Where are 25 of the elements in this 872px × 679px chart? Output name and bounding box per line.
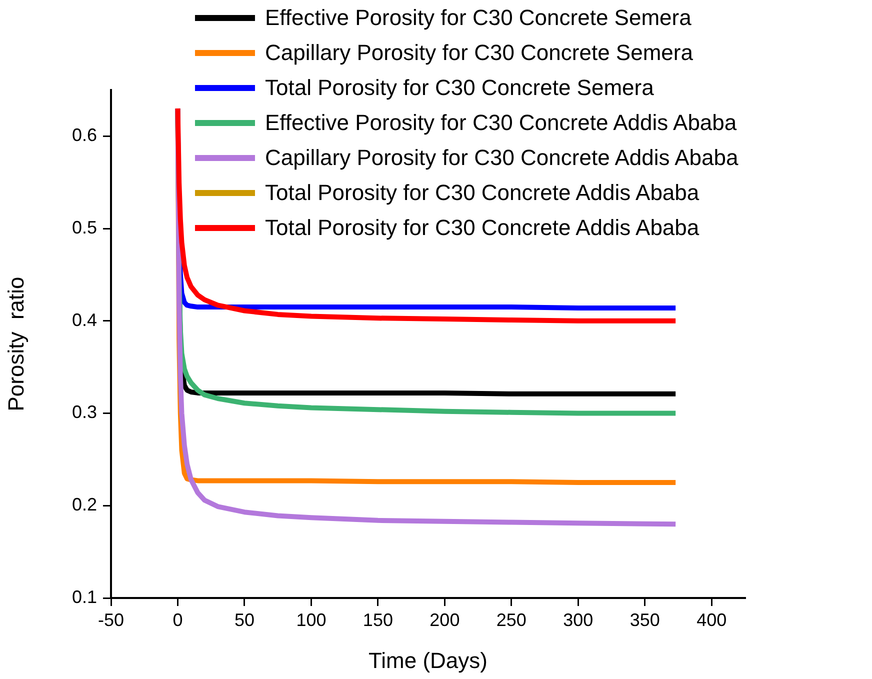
legend-label: Total Porosity for C30 Concrete Semera [265, 74, 654, 102]
y-tick-label: 0.5 [72, 218, 97, 238]
legend-label: Effective Porosity for C30 Concrete Addis Ababa [265, 109, 737, 137]
y-tick-label: 0.1 [72, 586, 97, 607]
x-tick-label: 50 [234, 610, 254, 630]
y-tick-label: 0.4 [72, 310, 97, 330]
x-axis-title: Time (Days) [368, 648, 488, 673]
x-tick-label: 400 [696, 610, 727, 630]
x-tick-label: 350 [630, 610, 660, 630]
y-tick-label: 0.3 [72, 402, 97, 422]
x-tick-label: -50 [98, 610, 124, 630]
legend-label: Capillary Porosity for C30 Concrete Semera [265, 39, 693, 67]
legend-label: Total Porosity for C30 Concrete Addis Ababa [265, 214, 700, 242]
y-tick-label: 0.6 [72, 125, 97, 146]
y-tick-label: 0.2 [72, 494, 97, 515]
x-tick-label: 150 [362, 610, 393, 630]
y-axis-title: Porosity ratio [3, 276, 28, 412]
x-tick-label: 200 [430, 610, 460, 630]
x-tick-label: 250 [496, 610, 526, 630]
x-tick-label: 0 [172, 610, 183, 630]
legend-label: Capillary Porosity for C30 Concrete Addis Ababa [265, 144, 738, 172]
legend-label: Total Porosity for C30 Concrete Addis Ababa [265, 179, 700, 207]
x-tick-label: 300 [563, 610, 594, 630]
x-tick-label: 100 [296, 610, 326, 630]
legend-label: Effective Porosity for C30 Concrete Semera [265, 4, 692, 32]
